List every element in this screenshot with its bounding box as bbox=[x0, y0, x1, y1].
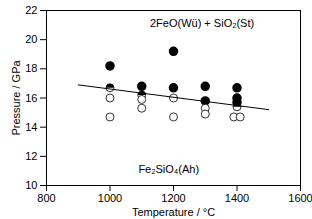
svg-text:1600: 1600 bbox=[288, 192, 312, 204]
svg-text:Temperature / °C: Temperature / °C bbox=[132, 206, 215, 218]
svg-text:1000: 1000 bbox=[98, 192, 122, 204]
svg-text:14: 14 bbox=[25, 121, 37, 133]
svg-text:18: 18 bbox=[25, 62, 37, 74]
svg-text:12: 12 bbox=[25, 150, 37, 162]
svg-text:10: 10 bbox=[25, 179, 37, 191]
svg-text:800: 800 bbox=[37, 192, 55, 204]
svg-text:2FeO(Wü) + SiO₂(St): 2FeO(Wü) + SiO₂(St) bbox=[150, 17, 254, 29]
svg-text:1200: 1200 bbox=[161, 192, 185, 204]
svg-text:Pressure / GPa: Pressure / GPa bbox=[10, 60, 22, 136]
svg-text:16: 16 bbox=[25, 92, 37, 104]
svg-text:20: 20 bbox=[25, 33, 37, 45]
svg-text:22: 22 bbox=[25, 4, 37, 16]
svg-text:1400: 1400 bbox=[225, 192, 249, 204]
svg-text:Fe₂SiO₄(Ah): Fe₂SiO₄(Ah) bbox=[138, 163, 199, 175]
